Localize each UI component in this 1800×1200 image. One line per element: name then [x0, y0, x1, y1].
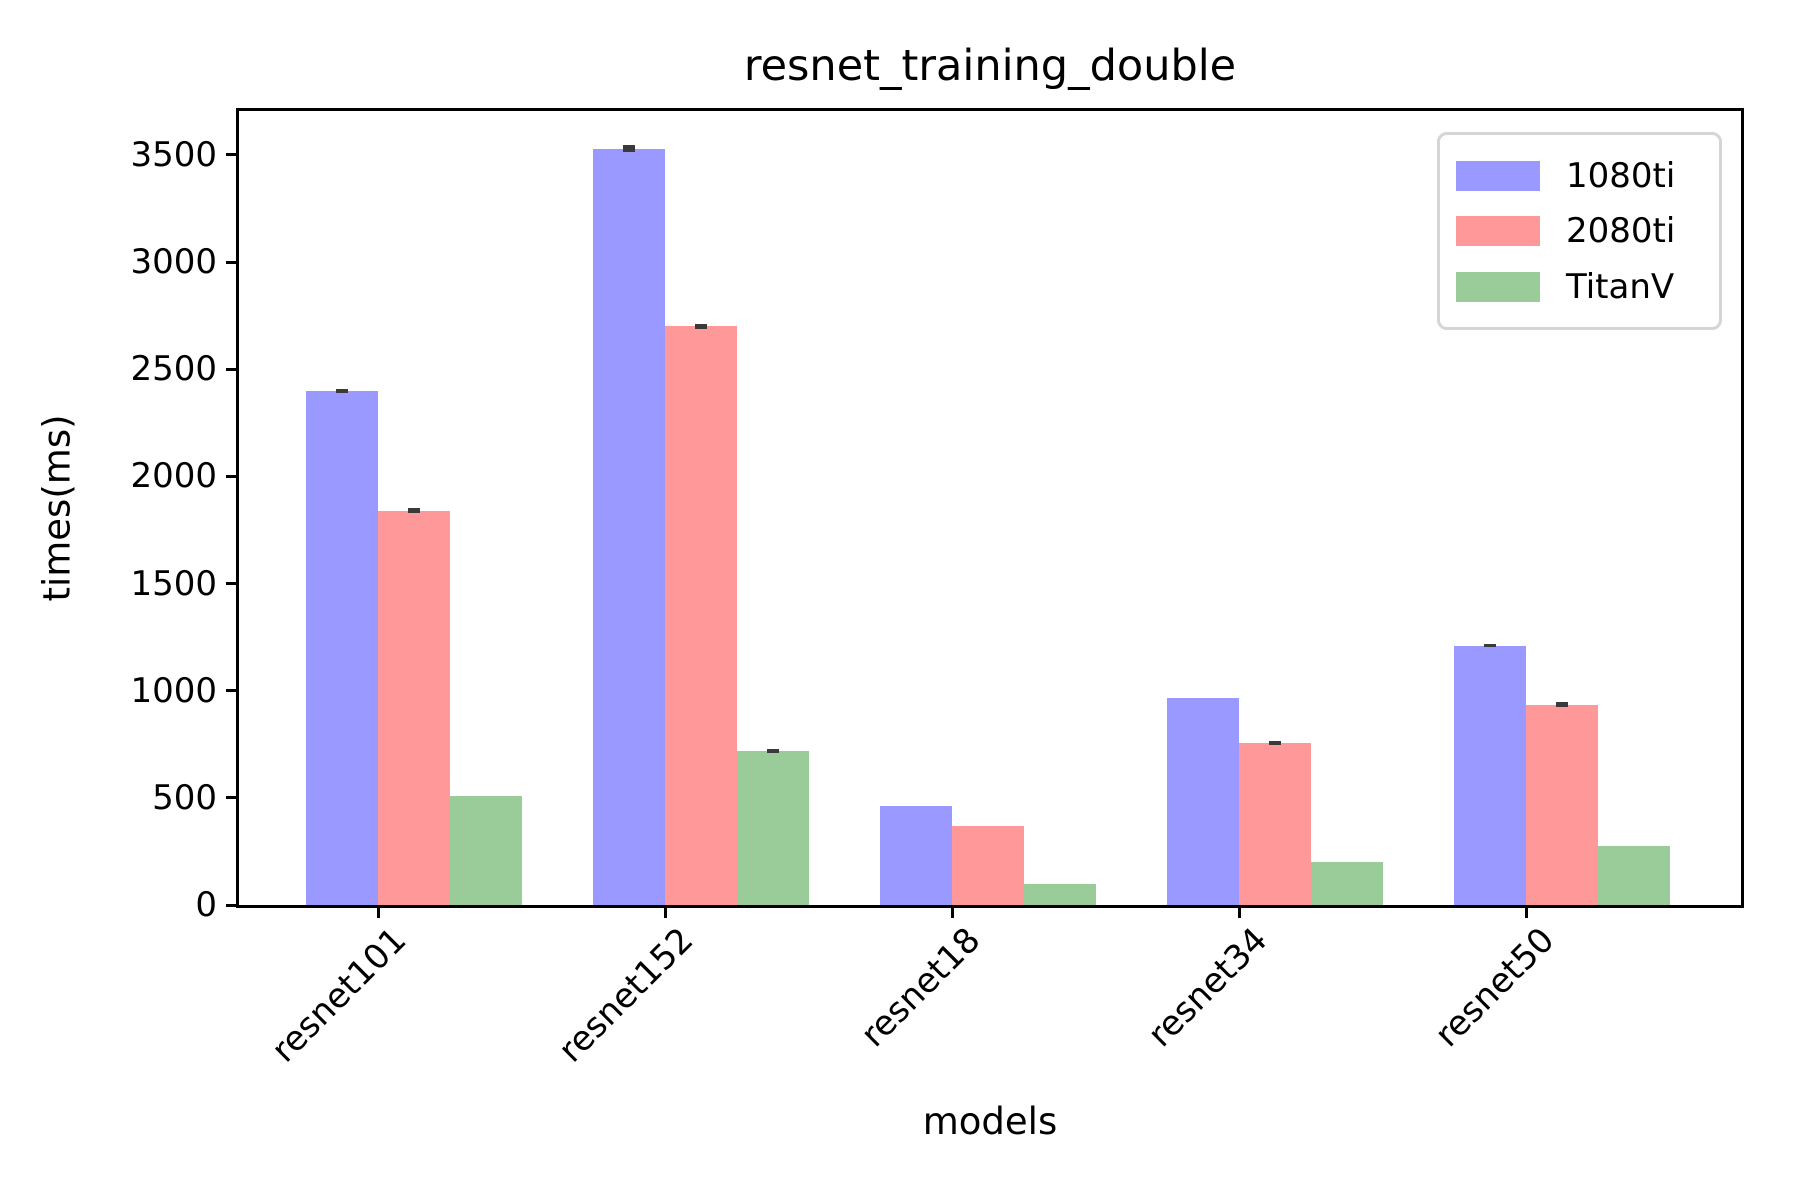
- error-bar: [623, 145, 635, 152]
- error-bar: [336, 388, 348, 393]
- error-bar: [1484, 643, 1496, 648]
- y-tick-mark: [226, 689, 236, 693]
- y-tick-mark: [226, 153, 236, 157]
- y-tick-label: 2000: [130, 456, 217, 497]
- bar-TitanV-resnet50: [1598, 846, 1670, 905]
- x-tick-mark: [1237, 908, 1241, 918]
- y-tick-mark: [226, 474, 236, 478]
- error-bar: [767, 748, 779, 753]
- y-tick-label: 1000: [130, 670, 217, 711]
- y-tick-label: 3500: [130, 134, 217, 175]
- x-axis-label: models: [922, 1100, 1058, 1143]
- chart-title: resnet_training_double: [743, 41, 1237, 91]
- error-bar: [695, 323, 707, 329]
- y-tick-label: 2500: [130, 349, 217, 390]
- bar-1080ti-resnet34: [1167, 698, 1239, 905]
- legend-label: 2080ti: [1566, 211, 1676, 251]
- legend-item-TitanV: TitanV: [1456, 268, 1719, 306]
- y-tick-label: 1500: [130, 563, 217, 604]
- bar-TitanV-resnet101: [450, 795, 522, 905]
- y-tick-mark: [226, 796, 236, 800]
- x-tick-mark: [663, 908, 667, 918]
- y-tick-label: 500: [152, 777, 217, 818]
- y-tick-mark: [226, 367, 236, 371]
- bar-TitanV-resnet34: [1311, 862, 1383, 905]
- legend-swatch-1080ti: [1456, 160, 1540, 191]
- bar-TitanV-resnet152: [737, 750, 809, 905]
- x-tick-mark: [1524, 908, 1528, 918]
- bar-TitanV-resnet18: [1024, 883, 1096, 905]
- x-tick-mark: [376, 908, 380, 918]
- error-bar: [1556, 702, 1568, 707]
- y-tick-label: 0: [195, 885, 217, 925]
- y-tick-label: 3000: [130, 242, 217, 283]
- legend-label: 1080ti: [1566, 155, 1676, 196]
- y-tick-mark: [226, 260, 236, 264]
- y-tick-mark: [226, 903, 236, 907]
- legend: 1080ti 2080ti TitanV: [1437, 132, 1722, 330]
- bar-2080ti-resnet50: [1526, 704, 1598, 905]
- bar-2080ti-resnet152: [665, 326, 737, 905]
- legend-swatch-TitanV: [1456, 271, 1540, 302]
- bar-1080ti-resnet152: [593, 148, 665, 905]
- legend-label: TitanV: [1566, 266, 1675, 307]
- legend-item-2080ti: 2080ti: [1456, 212, 1719, 250]
- y-tick-mark: [226, 582, 236, 586]
- bar-1080ti-resnet50: [1454, 645, 1526, 905]
- bar-1080ti-resnet101: [306, 390, 378, 905]
- error-bar: [1269, 741, 1281, 746]
- legend-item-1080ti: 1080ti: [1456, 157, 1719, 195]
- bar-2080ti-resnet34: [1239, 743, 1311, 905]
- bar-2080ti-resnet18: [952, 826, 1024, 905]
- bar-1080ti-resnet18: [880, 805, 952, 905]
- legend-swatch-2080ti: [1456, 216, 1540, 246]
- x-tick-mark: [950, 908, 954, 918]
- bar-2080ti-resnet101: [378, 510, 450, 905]
- error-bar: [408, 508, 420, 514]
